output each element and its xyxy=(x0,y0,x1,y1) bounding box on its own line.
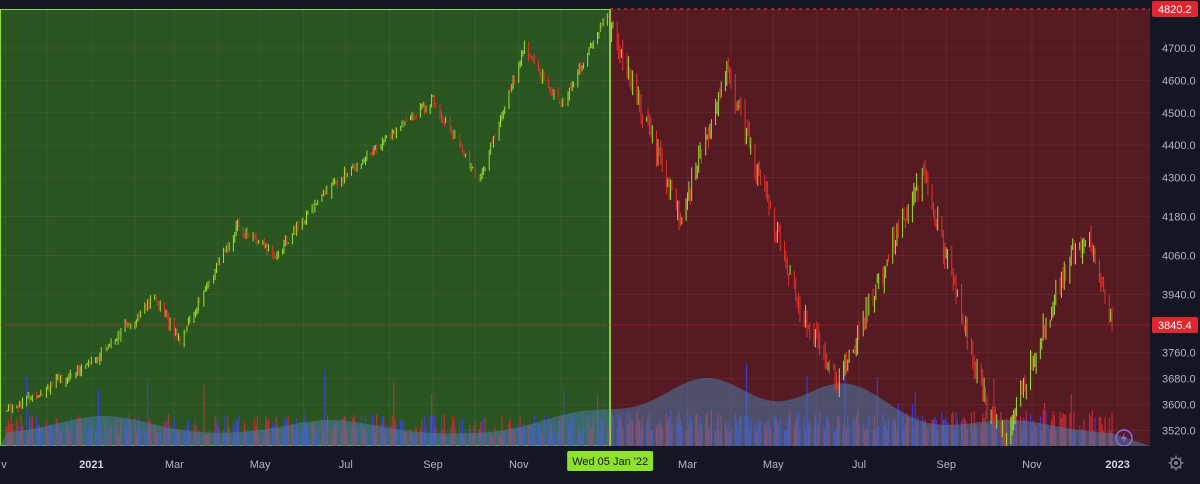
price-tick-label: 4600.0 xyxy=(1162,75,1196,87)
price-tick-label: 4300.0 xyxy=(1162,173,1196,185)
settings-gear-icon[interactable] xyxy=(1168,455,1184,471)
loss-zone xyxy=(610,9,1150,446)
last-price-label: 3845.4 xyxy=(1158,320,1192,332)
highlight-date-badge xyxy=(567,451,654,471)
price-axis-bg xyxy=(1150,0,1200,479)
price-tick-label: 3600.0 xyxy=(1162,400,1196,412)
price-tick-label: 3760.0 xyxy=(1162,348,1196,360)
price-tick-label: 4700.0 xyxy=(1162,43,1196,55)
time-tick-label: Jul xyxy=(339,459,353,471)
candles[interactable] xyxy=(6,9,1113,458)
time-tick-label: Sep xyxy=(936,459,956,471)
time-tick-label: Sep xyxy=(423,459,443,471)
last-price-badge xyxy=(1152,317,1198,334)
time-tick-label: May xyxy=(763,459,784,471)
time-tick-label: Jul xyxy=(852,459,866,471)
time-tick-label: Mar xyxy=(678,459,697,471)
high-price-label: 4820.2 xyxy=(1158,4,1192,16)
time-tick-label: Nov xyxy=(1022,459,1042,471)
gain-zone xyxy=(0,9,611,446)
highlight-date-label: Wed 05 Jan '22 xyxy=(572,456,648,468)
price-tick-label: 4180.0 xyxy=(1162,212,1196,224)
time-tick-label: Mar xyxy=(165,459,184,471)
price-axis[interactable]: 4700.0 4600.0 4500.0 4400.0 4300.0 4180.0 4060… xyxy=(1150,0,1200,479)
price-tick-label: 3520.0 xyxy=(1162,426,1196,438)
high-price-badge xyxy=(1152,1,1198,17)
lightning-icon xyxy=(1121,433,1127,443)
price-tick-label: 4400.0 xyxy=(1162,140,1196,152)
price-tick-label: 4060.0 xyxy=(1162,250,1196,262)
time-tick-label: 2021 xyxy=(79,459,103,471)
time-tick-label: Nov xyxy=(509,459,529,471)
time-tick-label: v xyxy=(1,459,7,471)
overlays xyxy=(0,8,1150,447)
time-tick-label: 2023 xyxy=(1105,459,1129,471)
zones xyxy=(0,9,1150,446)
grid xyxy=(0,9,1150,446)
price-tick-label: 3680.0 xyxy=(1162,374,1196,386)
time-axis[interactable]: v 2021 Mar May Jul Sep Nov Mar May Jul Sep Nov 2023 W… xyxy=(0,446,1200,479)
price-tick-label: 4500.0 xyxy=(1162,108,1196,120)
volume-bars xyxy=(0,363,1150,446)
time-tick-label: May xyxy=(250,459,271,471)
price-tick-label: 3940.0 xyxy=(1162,289,1196,301)
volume-average-area xyxy=(0,377,1150,446)
